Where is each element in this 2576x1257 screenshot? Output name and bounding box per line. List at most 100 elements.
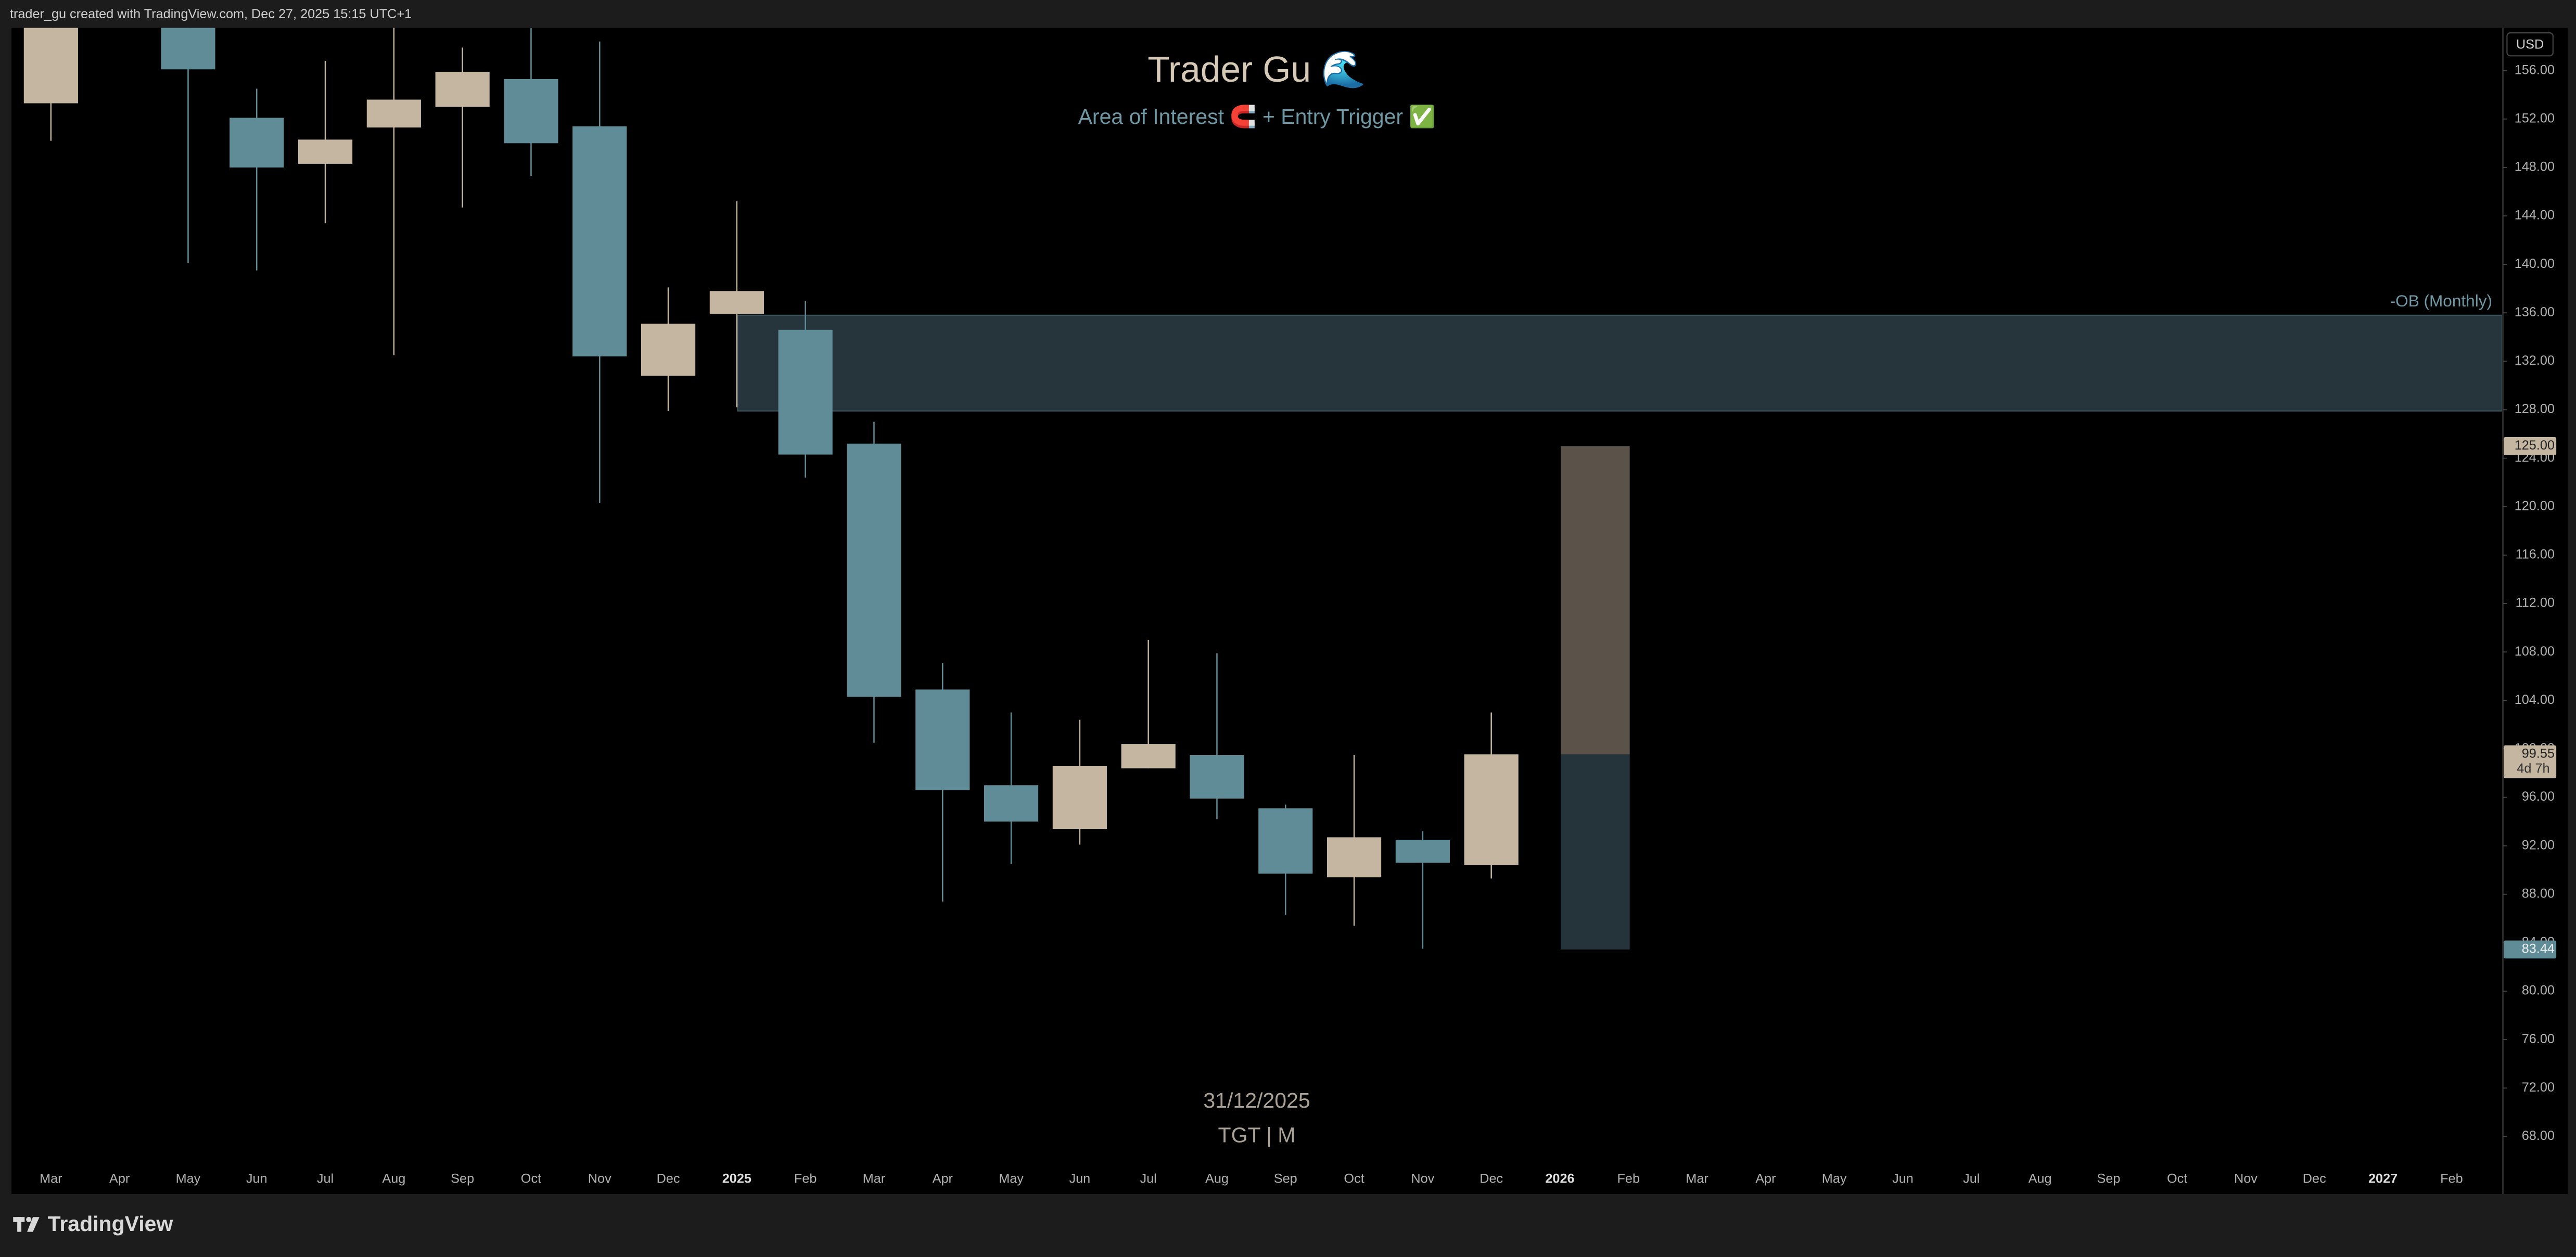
x-tick-label: Mar bbox=[1686, 1171, 1708, 1186]
candle-body bbox=[366, 99, 421, 128]
x-tick-label: 2026 bbox=[1545, 1171, 1574, 1186]
plot-area bbox=[23, 28, 2502, 950]
candle-body bbox=[1121, 744, 1176, 768]
y-tick-label: 76.00 bbox=[2522, 1032, 2555, 1046]
chart-title: Trader Gu 🌊 bbox=[1147, 49, 1366, 89]
candle-body bbox=[984, 785, 1039, 822]
y-tick-label: 120.00 bbox=[2515, 498, 2555, 513]
x-tick-label: Dec bbox=[1480, 1171, 1503, 1186]
symbol-label: TGT | M bbox=[1218, 1123, 1296, 1147]
ob-zone bbox=[737, 314, 2502, 412]
x-tick-label: Nov bbox=[2234, 1171, 2258, 1186]
x-tick-label: Jun bbox=[246, 1171, 267, 1186]
y-tick-label: 68.00 bbox=[2522, 1128, 2555, 1143]
y-tick-label: 96.00 bbox=[2522, 789, 2555, 804]
price-label-box bbox=[2504, 940, 2557, 959]
candle-body bbox=[778, 329, 833, 455]
x-tick-label: Nov bbox=[1411, 1171, 1434, 1186]
x-tick-label: Jul bbox=[317, 1171, 334, 1186]
candle-body bbox=[709, 291, 764, 314]
chart-subtitle: Area of Interest 🧲 + Entry Trigger ✅ bbox=[1078, 104, 1436, 129]
x-tick-label: 2027 bbox=[2368, 1171, 2398, 1186]
x-tick-label: Mar bbox=[40, 1171, 62, 1186]
y-tick-label: 116.00 bbox=[2516, 547, 2555, 562]
position-target bbox=[1561, 446, 1630, 754]
price-label: 125.00 bbox=[2515, 438, 2555, 453]
y-tick-label: 132.00 bbox=[2515, 353, 2555, 368]
x-tick-label: Oct bbox=[521, 1171, 541, 1186]
x-tick-label: Sep bbox=[451, 1171, 474, 1186]
currency-box[interactable] bbox=[2506, 32, 2554, 57]
currency[interactable]: USD bbox=[2516, 37, 2544, 52]
brand: TradingView bbox=[48, 1212, 173, 1236]
candle-body bbox=[1327, 837, 1382, 878]
chart-pane bbox=[11, 28, 2568, 1194]
price-label: 83.44 bbox=[2522, 942, 2555, 956]
y-tick-label: 92.00 bbox=[2522, 838, 2555, 852]
countdown: 4d 7h bbox=[2517, 761, 2549, 776]
y-tick-label: 140.00 bbox=[2515, 256, 2555, 271]
price-label-box bbox=[2504, 745, 2557, 778]
y-tick-label: 152.00 bbox=[2515, 111, 2555, 125]
x-tick-label: Jun bbox=[1069, 1171, 1091, 1186]
candle-body bbox=[435, 71, 490, 107]
candle-body bbox=[641, 324, 696, 376]
candle-body bbox=[161, 28, 215, 70]
y-tick-label: 104.00 bbox=[2515, 692, 2555, 707]
y-tick-label: 112.00 bbox=[2516, 596, 2555, 610]
zone-label: -OB (Monthly) bbox=[2390, 291, 2492, 310]
x-tick-label: Mar bbox=[863, 1171, 886, 1186]
x-tick-label: Feb bbox=[1617, 1171, 1640, 1186]
attribution: trader_gu created with TradingView.com, … bbox=[10, 7, 412, 21]
y-tick-label: 108.00 bbox=[2515, 644, 2555, 659]
x-tick-label: Dec bbox=[657, 1171, 680, 1186]
x-tick-label: May bbox=[999, 1171, 1024, 1186]
x-tick-label: Jul bbox=[1140, 1171, 1157, 1186]
x-tick-label: Aug bbox=[382, 1171, 405, 1186]
x-tick-label: Dec bbox=[2303, 1171, 2326, 1186]
candle-body bbox=[23, 28, 78, 104]
candle-body bbox=[1190, 755, 1244, 799]
brand-logo bbox=[13, 1216, 40, 1232]
price-label-box bbox=[2504, 437, 2557, 455]
candle-body bbox=[915, 689, 970, 790]
price-label: 99.55 bbox=[2522, 747, 2555, 761]
candle-body bbox=[847, 443, 901, 697]
x-tick-label: May bbox=[176, 1171, 201, 1186]
y-tick-label: 148.00 bbox=[2515, 160, 2555, 174]
candle-body bbox=[1258, 808, 1313, 874]
date-label: 31/12/2025 bbox=[1203, 1088, 1310, 1112]
candle-body bbox=[1464, 754, 1519, 865]
x-tick-label: Apr bbox=[1755, 1171, 1776, 1186]
x-tick-label: Oct bbox=[1344, 1171, 1364, 1186]
candle-body bbox=[298, 139, 353, 164]
y-tick-label: 128.00 bbox=[2515, 402, 2555, 416]
x-tick-label: Apr bbox=[109, 1171, 130, 1186]
candle-body bbox=[229, 118, 284, 168]
x-tick-label: Jun bbox=[1892, 1171, 1914, 1186]
x-tick-label: Aug bbox=[2029, 1171, 2052, 1186]
position-stop bbox=[1561, 754, 1630, 950]
x-tick-label: Nov bbox=[588, 1171, 611, 1186]
candle-body bbox=[1052, 765, 1107, 829]
x-tick-label: Aug bbox=[1205, 1171, 1229, 1186]
candle-body bbox=[572, 126, 627, 357]
x-tick-label: May bbox=[1822, 1171, 1847, 1186]
x-tick-label: Sep bbox=[1274, 1171, 1297, 1186]
x-tick-label: Apr bbox=[933, 1171, 953, 1186]
candle-body bbox=[1395, 840, 1450, 863]
y-tick-label: 144.00 bbox=[2515, 208, 2555, 223]
x-tick-label: Oct bbox=[2167, 1171, 2187, 1186]
y-tick-label: 136.00 bbox=[2515, 305, 2555, 319]
y-tick-label: 88.00 bbox=[2522, 886, 2555, 901]
y-tick-label: 72.00 bbox=[2522, 1080, 2555, 1095]
x-tick-label: Sep bbox=[2097, 1171, 2120, 1186]
candle-body bbox=[504, 79, 558, 144]
y-tick-label: 80.00 bbox=[2522, 983, 2555, 998]
y-tick-label: 156.00 bbox=[2515, 62, 2555, 77]
x-tick-label: Jul bbox=[1963, 1171, 1980, 1186]
x-tick-label: 2025 bbox=[722, 1171, 751, 1186]
x-tick-label: Feb bbox=[2440, 1171, 2463, 1186]
